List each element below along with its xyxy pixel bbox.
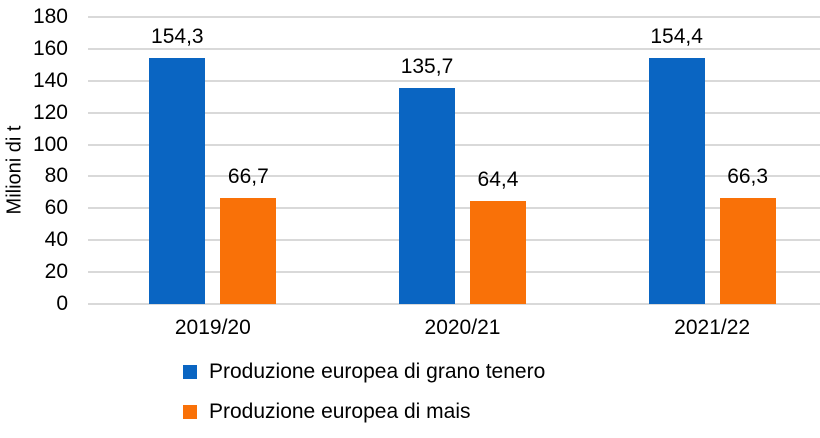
bar-group: 154,3 66,7	[149, 17, 277, 304]
x-tick-label: 2019/20	[174, 316, 251, 339]
y-tick-label: 40	[44, 228, 68, 252]
value-label: 66,3	[727, 165, 769, 189]
bar-grano-tenero: 135,7	[398, 55, 455, 304]
legend-label: Produzione europea di mais	[209, 400, 471, 423]
bar-mais: 64,4	[469, 168, 526, 304]
legend-item: Produzione europea di grano tenero	[183, 360, 545, 384]
y-tick-label: 140	[32, 68, 68, 92]
value-label: 64,4	[477, 168, 519, 192]
x-axis-tick-labels: 2019/20 2020/21 2021/22	[88, 316, 820, 340]
legend-swatch-icon	[183, 405, 197, 419]
bar-grano-tenero: 154,3	[149, 25, 206, 304]
y-tick-label: 20	[44, 260, 68, 284]
legend-label: Produzione europea di grano tenero	[209, 360, 546, 383]
x-tick-label: 2021/22	[674, 316, 751, 339]
gridline	[88, 79, 820, 82]
y-tick-label: 0	[56, 292, 68, 315]
y-tick-label: 120	[32, 100, 68, 124]
gridline	[88, 16, 820, 18]
y-tick-label: 100	[32, 132, 68, 156]
legend-item: Produzione europea di mais	[183, 400, 545, 424]
y-tick-label: 60	[44, 196, 68, 220]
gridline	[88, 303, 820, 305]
y-axis-tick-labels: 0 20 40 60 80 100 120 140 160 180	[0, 0, 74, 438]
legend-swatch-icon	[183, 365, 197, 379]
bar-group: 135,7 64,4	[398, 17, 526, 304]
bar-mais: 66,7	[220, 165, 277, 304]
y-tick-label: 180	[32, 5, 68, 28]
bar-group: 154,4 66,3	[648, 17, 776, 304]
value-label: 66,7	[227, 164, 269, 188]
plot-area: 154,3 66,7 135,7 64,4 154,4 66,3	[88, 16, 820, 305]
bar-groups: 154,3 66,7 135,7 64,4 154,4 66,3	[88, 17, 820, 304]
gridline	[88, 47, 820, 50]
value-label: 154,3	[151, 24, 204, 48]
value-label: 154,4	[650, 24, 703, 48]
bar-mais: 66,3	[719, 165, 776, 304]
x-tick-label: 2020/21	[424, 316, 501, 339]
y-tick-label: 80	[44, 164, 68, 188]
legend: Produzione europea di grano tenero Produz…	[183, 360, 545, 424]
y-tick-label: 160	[32, 36, 68, 60]
value-label: 135,7	[400, 54, 454, 78]
bar-grano-tenero: 154,4	[648, 25, 705, 304]
